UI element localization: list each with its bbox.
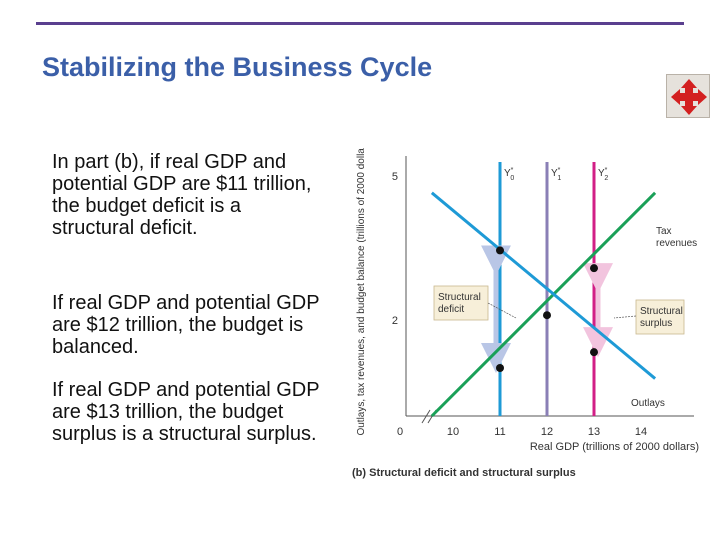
four-way-arrows-icon [671, 79, 707, 115]
paragraph-balanced-budget: If real GDP and potential GDP are $12 tr… [52, 292, 320, 358]
x-tick-label: 0 [397, 426, 403, 438]
data-point [496, 364, 504, 372]
y-axis-title: Outlays, tax revenues, and budget balanc… [356, 148, 367, 436]
series-line [430, 191, 657, 380]
paragraph-structural-surplus: If real GDP and potential GDP are $13 tr… [52, 379, 320, 445]
x-tick-label: 10 [447, 426, 459, 438]
potential-gdp-label: Y* 2 [598, 167, 608, 182]
series-line [430, 191, 657, 418]
data-point [590, 348, 598, 357]
navigation-button[interactable] [666, 74, 710, 118]
outlays-label: Outlays [631, 398, 665, 409]
x-axis-title: Real GDP (trillions of 2000 dollars) [530, 441, 699, 453]
potential-gdp-label: Y* 0 [504, 167, 514, 182]
potential-gdp-label: Y* 1 [551, 167, 561, 182]
data-point [543, 311, 551, 320]
title-rule [36, 22, 684, 25]
structural-deficit-callout: Structural deficit [433, 285, 517, 321]
data-point [496, 246, 504, 255]
x-tick-label: 11 [494, 426, 505, 438]
y-axis-label: Outlays, tax revenues, and budget balanc… [356, 148, 367, 436]
slide-title: Stabilizing the Business Cycle [42, 52, 433, 82]
chart-title: (b) Structural deficit and structural su… [352, 467, 576, 479]
data-point [590, 264, 598, 273]
tax-revenues-label: Tax revenues [656, 226, 697, 249]
x-tick-label: 13 [588, 426, 600, 438]
y-tick-label: 5 [392, 171, 398, 183]
x-tick-label: 12 [541, 426, 553, 438]
y-tick-label: 2 [392, 315, 398, 327]
structural-deficit-label: Structural deficit [438, 292, 481, 315]
budget-chart: Outlays, tax revenues, and budget balanc… [352, 148, 699, 479]
paragraph-structural-deficit: In part (b), if real GDP and potential G… [52, 151, 312, 239]
x-tick-label: 14 [635, 426, 647, 438]
structural-surplus-label: Structural surplus [640, 306, 683, 329]
structural-surplus-callout: Structural surplus [613, 299, 685, 335]
